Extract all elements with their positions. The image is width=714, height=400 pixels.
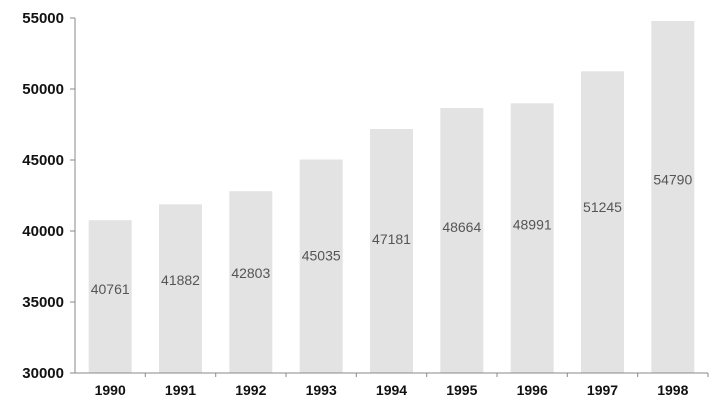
x-tick-label-1990: 1990	[95, 382, 126, 398]
data-label-1995: 48664	[442, 219, 481, 235]
y-axis-ticks: 30000 35000 40000 45000 50000 55000	[22, 10, 64, 382]
x-tick-label-1996: 1996	[517, 382, 548, 398]
data-label-1996: 48991	[513, 217, 552, 233]
bar-1995	[440, 108, 484, 373]
x-tick-label-1991: 1991	[165, 382, 196, 398]
bar-1998	[651, 21, 695, 373]
x-axis-ticks: 1990 1991 1992 1993 1994 1995 1996 1997 1998	[95, 382, 689, 398]
y-tick-label-35000: 35000	[22, 294, 64, 311]
bar-1997	[581, 71, 624, 374]
x-tick-label-1998: 1998	[657, 382, 688, 398]
y-tick-label-40000: 40000	[22, 223, 64, 240]
data-label-1998: 54790	[653, 171, 692, 187]
data-labels-layer: 40761 41882 42803 45035 47181 48664 48991 51245…	[91, 171, 693, 297]
y-tick-label-45000: 45000	[22, 152, 64, 169]
bar-1991	[159, 204, 202, 373]
data-label-1997: 51245	[583, 199, 622, 215]
y-tick-label-50000: 50000	[22, 81, 64, 98]
y-tick-label-30000: 30000	[22, 365, 64, 382]
bar-1990	[88, 220, 132, 373]
bar-1996	[510, 103, 554, 374]
axes-layer	[70, 17, 709, 377]
x-tick-label-1994: 1994	[376, 382, 407, 398]
data-label-1992: 42803	[231, 265, 270, 281]
data-label-1993: 45035	[302, 248, 341, 264]
bar-1993	[299, 159, 343, 373]
y-tick-label-55000: 55000	[22, 10, 64, 27]
bar-1992	[229, 191, 273, 373]
x-tick-label-1992: 1992	[235, 382, 266, 398]
bars-layer	[88, 21, 695, 374]
x-tick-label-1995: 1995	[446, 382, 477, 398]
bar-1994	[370, 129, 413, 373]
x-tick-label-1997: 1997	[587, 382, 618, 398]
data-label-1990: 40761	[91, 281, 130, 297]
x-tick-label-1993: 1993	[306, 382, 337, 398]
data-label-1994: 47181	[372, 231, 411, 247]
data-label-1991: 41882	[161, 272, 200, 288]
